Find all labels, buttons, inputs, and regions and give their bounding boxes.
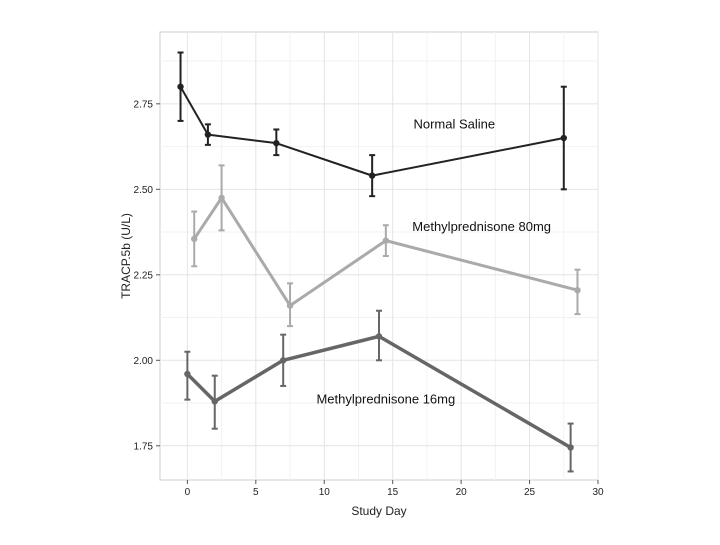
data-point (184, 370, 191, 378)
x-axis-title: Study Day (351, 504, 406, 518)
data-point (211, 398, 218, 405)
x-tick-label: 20 (456, 487, 468, 498)
series-group (184, 309, 574, 473)
data-point (375, 333, 383, 340)
data-point (574, 286, 581, 294)
data-point (191, 235, 198, 243)
data-point (567, 444, 574, 451)
x-tick-label: 30 (592, 487, 604, 498)
series-label: Methylprednisone 80mg (412, 219, 551, 234)
y-tick-label: 2.00 (134, 356, 154, 367)
series-group (177, 51, 567, 198)
series-label: Normal Saline (413, 116, 495, 131)
x-tick-label: 25 (524, 487, 536, 498)
data-point (560, 134, 567, 142)
x-axis-ticks: 0 5 10 15 20 25 30 (185, 480, 604, 498)
series-labels: Normal Saline Methylprednisone 80mg Methyl… (316, 116, 551, 406)
data-point (218, 194, 225, 202)
data-point (368, 172, 376, 179)
x-tick-label: 0 (185, 487, 191, 498)
data-point (177, 83, 184, 90)
y-axis-title: TRACP.5b (U/L) (119, 213, 133, 299)
y-tick-label: 2.25 (134, 270, 154, 281)
data-point (279, 357, 287, 364)
y-axis-ticks: 1.75 2.00 2.25 2.50 2.75 (134, 99, 160, 452)
data-point (204, 131, 212, 138)
y-tick-label: 1.75 (134, 441, 154, 452)
data-point (273, 139, 280, 147)
data-point (286, 302, 294, 309)
x-tick-label: 15 (387, 487, 399, 498)
y-tick-label: 2.50 (134, 185, 154, 196)
plot-background (159, 31, 599, 481)
x-tick-label: 5 (253, 487, 259, 498)
y-tick-label: 2.75 (134, 99, 154, 110)
data-point (382, 237, 390, 244)
series-label: Methylprednisone 16mg (316, 392, 455, 407)
x-tick-label: 10 (319, 487, 331, 498)
series-group (191, 164, 581, 328)
series-layer (177, 51, 581, 473)
